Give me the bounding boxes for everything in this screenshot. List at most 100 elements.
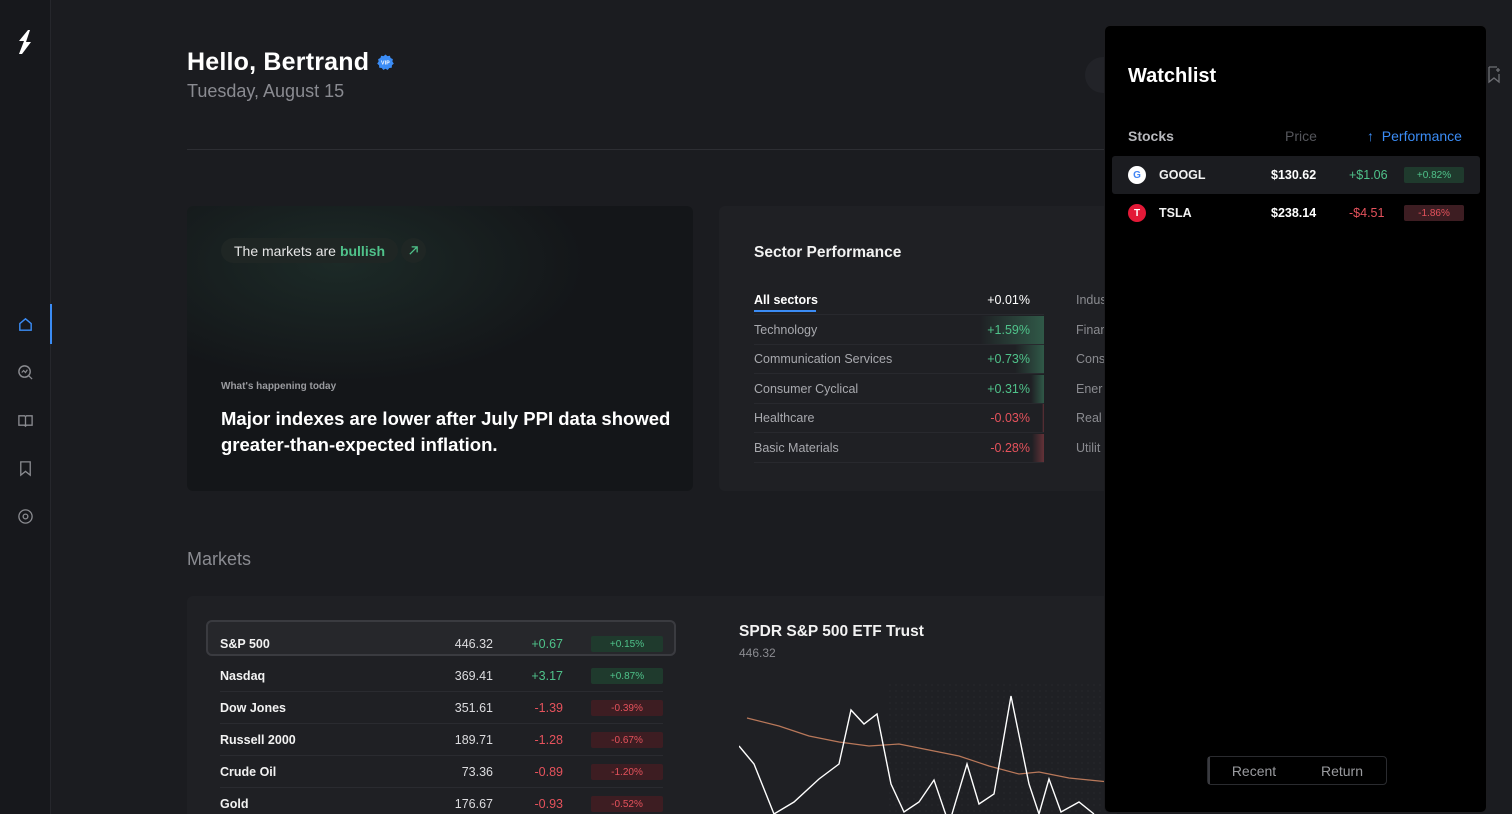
sector-value: -0.03%: [990, 411, 1030, 425]
logo-icon[interactable]: [14, 28, 38, 56]
sector-row[interactable]: Technology +1.59%: [754, 315, 1044, 345]
market-row[interactable]: Russell 2000 189.71 -1.28 -0.67%: [220, 724, 663, 756]
market-price: 73.36: [461, 765, 493, 779]
watchlist-row[interactable]: T TSLA $238.14 -$4.51 -1.86%: [1112, 194, 1480, 232]
market-name: Dow Jones: [220, 701, 286, 715]
sector-name: All sectors: [754, 293, 818, 307]
markets-card: S&P 500 446.32 +0.67 +0.15% Nasdaq 369.41 +3.1…: [187, 596, 1117, 814]
tab-return[interactable]: Return: [1320, 762, 1364, 779]
market-percent-badge: -0.39%: [591, 700, 663, 716]
market-row[interactable]: Nasdaq 369.41 +3.17 +0.87%: [220, 660, 663, 692]
col-performance[interactable]: ↑ Performance: [1367, 128, 1462, 144]
stock-price: $238.14: [1271, 206, 1317, 220]
sector-row[interactable]: Communication Services +0.73%: [754, 345, 1044, 374]
news-headline[interactable]: Major indexes are lower after July PPI d…: [221, 408, 671, 455]
market-change: -1.28: [534, 733, 564, 747]
sector-value: -0.28%: [990, 440, 1030, 455]
market-row[interactable]: Dow Jones 351.61 -1.39 -0.39%: [220, 692, 663, 724]
sector-row[interactable]: Healthcare -0.03%: [754, 404, 1044, 433]
nav-settings[interactable]: [0, 496, 51, 536]
open-summary-button[interactable]: [401, 238, 426, 263]
col-price[interactable]: Price: [1285, 128, 1317, 144]
nav-bookmarks[interactable]: [0, 448, 51, 488]
market-name: Nasdaq: [220, 669, 266, 683]
col-stocks[interactable]: Stocks: [1128, 128, 1174, 144]
market-mood-value: bullish: [339, 242, 386, 259]
watchlist-tabs: Recent Return: [1207, 756, 1387, 785]
market-percent-badge: +0.87%: [591, 668, 663, 684]
market-mood-pill: The markets are bullish: [221, 238, 399, 263]
market-percent-badge: -0.52%: [591, 796, 663, 812]
stock-symbol: TSLA: [1159, 206, 1192, 220]
home-icon: [19, 317, 32, 331]
search-chart-icon: [18, 364, 33, 380]
market-mood-prefix: The markets are: [234, 242, 336, 259]
sector-bar: [980, 315, 1044, 344]
market-price: 189.71: [454, 733, 493, 747]
stock-symbol: GOOGL: [1159, 168, 1206, 182]
market-name: Gold: [220, 797, 249, 811]
market-name: Russell 2000: [220, 733, 296, 747]
sector-row[interactable]: Basic Materials -0.28%: [754, 433, 1044, 463]
vip-badge-icon: VIP: [377, 54, 395, 70]
sector-bar: [1031, 374, 1044, 403]
bookmark-icon: [20, 460, 31, 476]
sector-name: Consumer Cyclical: [754, 381, 859, 396]
sidebar: [0, 0, 52, 814]
sector-performance-card: Sector Performance All sectors +0.01% Tech…: [719, 206, 1119, 491]
watchlist-panel: Watchlist Stocks Price ↑ Performance G GO…: [1104, 25, 1487, 813]
sector-name: Communication Services: [754, 352, 893, 366]
market-change: -0.89: [534, 765, 564, 779]
market-row[interactable]: Crude Oil 73.36 -0.89 -1.20%: [220, 756, 663, 788]
tab-recent[interactable]: Recent: [1208, 757, 1298, 784]
header-divider: [187, 149, 1117, 150]
price-chart[interactable]: [739, 684, 1117, 814]
sector-row[interactable]: Consumer Cyclical +0.31%: [754, 374, 1044, 404]
nav-home[interactable]: [0, 304, 52, 344]
markets-title: Markets: [187, 549, 252, 569]
watchlist-row[interactable]: G GOOGL $130.62 +$1.06 +0.82%: [1112, 156, 1480, 194]
sector-row[interactable]: All sectors +0.01%: [754, 286, 1044, 315]
watchlist-title: Watchlist: [1128, 65, 1217, 87]
stock-change: -$4.51: [1349, 206, 1385, 220]
sector-name-partial[interactable]: Finar: [1076, 322, 1105, 337]
market-price: 351.61: [454, 701, 493, 715]
sector-bar: [1014, 345, 1044, 373]
arrow-up-right-icon: [409, 246, 418, 255]
market-row[interactable]: S&P 500 446.32 +0.67 +0.15%: [206, 620, 676, 660]
sector-name-partial[interactable]: Real: [1076, 411, 1102, 425]
sector-name-partial[interactable]: Utilit: [1076, 440, 1101, 455]
sector-value: +1.59%: [987, 322, 1030, 337]
target-icon: [18, 508, 33, 524]
sector-bar: [1042, 404, 1044, 432]
moving-average-line: [746, 717, 1110, 783]
sector-name-partial[interactable]: Ener: [1076, 381, 1103, 396]
market-change: -1.39: [534, 701, 564, 715]
market-row[interactable]: Gold 176.67 -0.93 -0.52%: [220, 788, 663, 814]
section-label: What's happening today: [221, 381, 337, 392]
sector-bar: [1032, 433, 1044, 462]
market-percent-badge: +0.15%: [591, 636, 663, 652]
sector-name: Technology: [754, 322, 818, 337]
nav-explore[interactable]: [0, 352, 51, 392]
market-name: Crude Oil: [220, 765, 277, 779]
nav-library[interactable]: [0, 400, 51, 440]
svg-text:VIP: VIP: [381, 61, 390, 67]
market-change: +3.17: [531, 669, 563, 683]
market-price: 446.32: [454, 637, 493, 651]
market-summary-card[interactable]: The markets are bullish What's happening…: [187, 206, 693, 491]
selected-market-name: SPDR S&P 500 ETF Trust: [739, 623, 924, 640]
stock-change: +$1.06: [1349, 168, 1388, 182]
bookmark-add-icon[interactable]: [1487, 66, 1503, 84]
market-change: +0.67: [531, 637, 563, 651]
sector-value: +0.73%: [987, 352, 1030, 366]
stock-percent-badge: +0.82%: [1404, 167, 1464, 183]
stock-price: $130.62: [1271, 168, 1317, 182]
sector-name-partial[interactable]: Indus: [1076, 293, 1107, 307]
book-icon: [18, 414, 33, 427]
sector-name-partial[interactable]: Cons: [1076, 352, 1106, 366]
sort-arrow-icon: ↑: [1367, 128, 1374, 144]
current-date: Tuesday, August 15: [187, 81, 345, 101]
active-sector-underline: [754, 310, 816, 312]
market-price: 369.41: [454, 669, 493, 683]
